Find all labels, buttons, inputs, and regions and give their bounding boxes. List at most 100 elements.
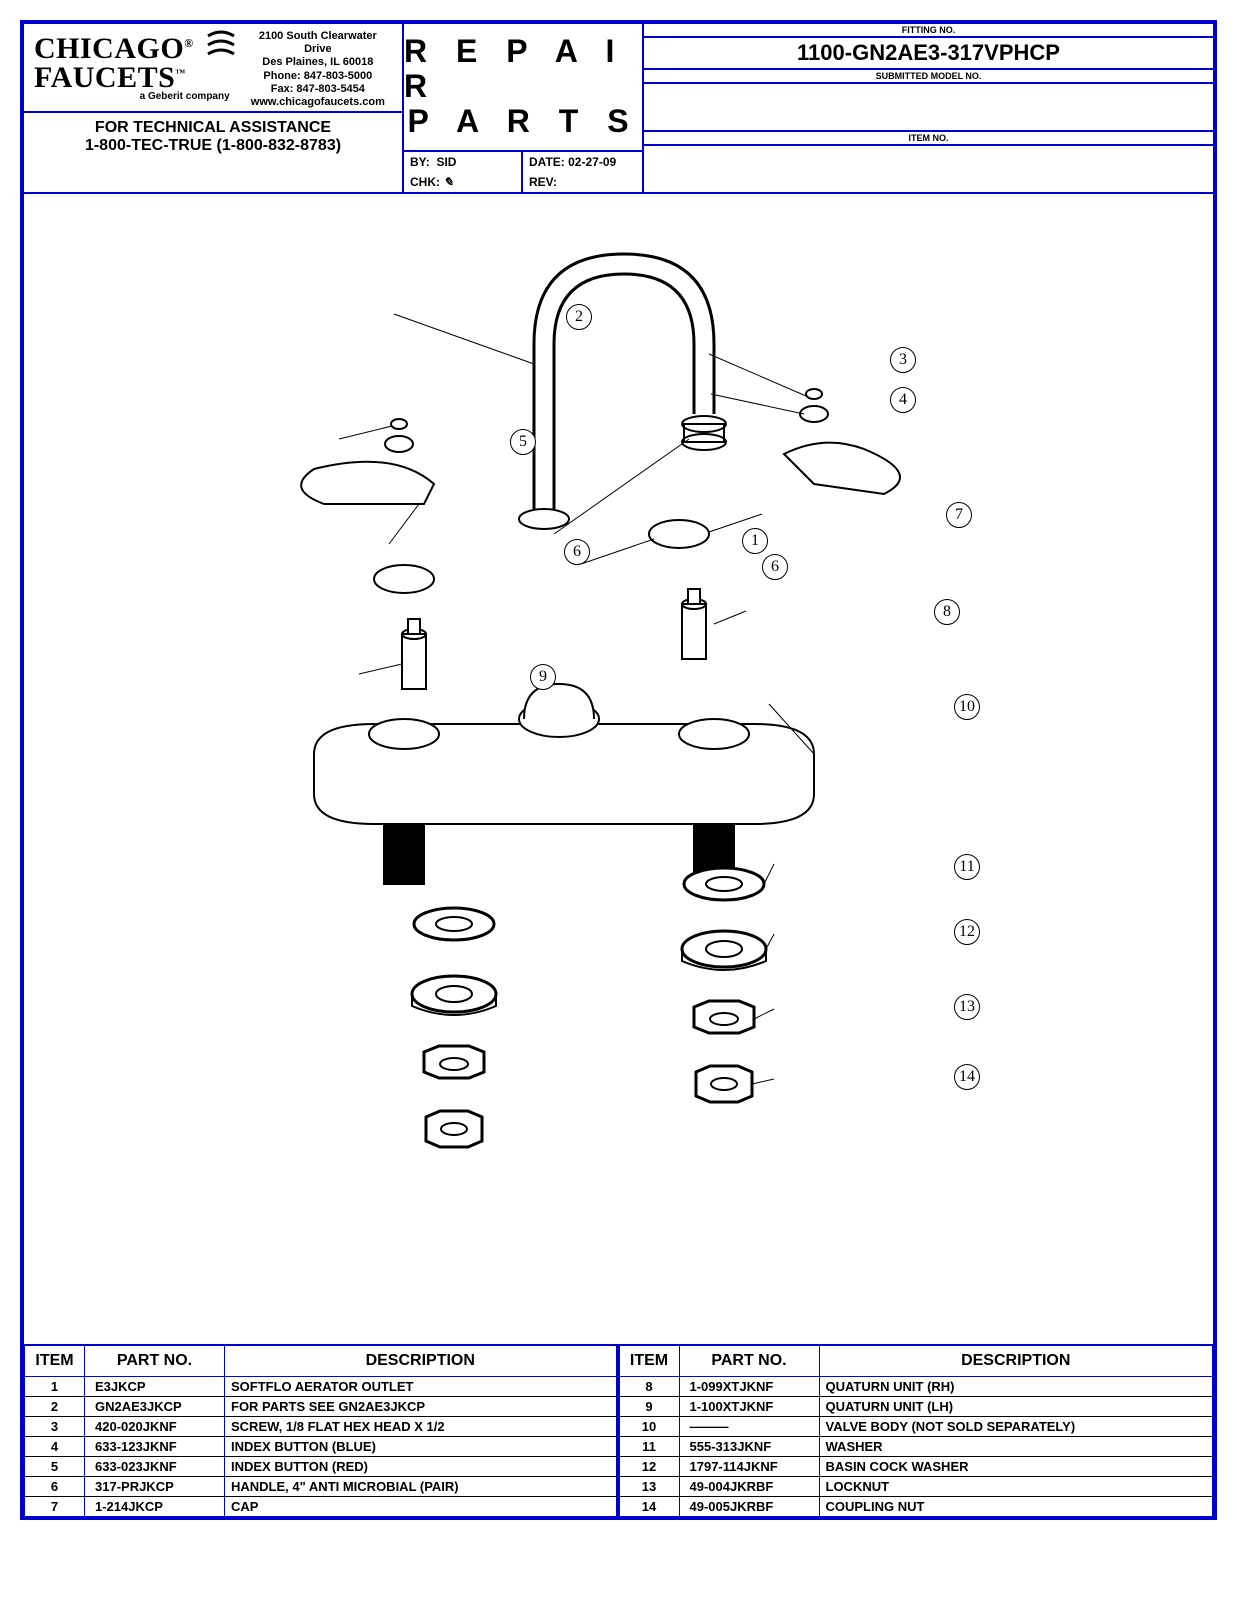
- cell-item: 11: [619, 1436, 679, 1456]
- cell-item: 13: [619, 1476, 679, 1496]
- cell-item: 8: [619, 1376, 679, 1396]
- table-row: 1E3JKCPSOFTFLO AERATOR OUTLET: [25, 1376, 617, 1396]
- cell-item: 5: [25, 1456, 85, 1476]
- address-l3: Phone: 847-803-5000: [244, 70, 392, 83]
- cell-partno: 1-099XTJKNF: [679, 1376, 819, 1396]
- header-right: FITTING NO. 1100-GN2AE3-317VPHCP SUBMITT…: [644, 24, 1213, 192]
- col-item: ITEM: [619, 1346, 679, 1377]
- fitting-no-label: FITTING NO.: [644, 24, 1213, 38]
- table-row: 1349-004JKRBFLOCKNUT: [619, 1476, 1213, 1496]
- callout-bubble-1: 1: [742, 528, 768, 554]
- cell-item: 3: [25, 1416, 85, 1436]
- document-title: R E P A I R P A R T S: [404, 24, 642, 152]
- cell-partno: 555-313JKNF: [679, 1436, 819, 1456]
- callout-bubble-8: 8: [934, 599, 960, 625]
- wave-icon: [206, 32, 236, 65]
- callout-number: 7: [946, 502, 972, 528]
- faucet-drawing: [224, 224, 984, 1324]
- faucet-svg: [224, 224, 984, 1324]
- table-row: 2GN2AE3JKCPFOR PARTS SEE GN2AE3JKCP: [25, 1396, 617, 1416]
- table-row: 1449-005JKRBFCOUPLING NUT: [619, 1496, 1213, 1516]
- callout-bubble-6: 6: [762, 554, 788, 580]
- cell-desc: INDEX BUTTON (BLUE): [225, 1436, 617, 1456]
- cell-partno: 317-PRJKCP: [85, 1476, 225, 1496]
- company-logo-text: CHICAGO® FAUCETS™ a Geberit company: [34, 30, 236, 102]
- technical-assistance: FOR TECHNICAL ASSISTANCE 1-800-TEC-TRUE …: [24, 113, 402, 161]
- parts-table-right: ITEM PART NO. DESCRIPTION 81-099XTJKNFQU…: [619, 1346, 1214, 1516]
- cell-item: 7: [25, 1496, 85, 1516]
- cell-item: 4: [25, 1436, 85, 1456]
- cell-item: 12: [619, 1456, 679, 1476]
- col-desc: DESCRIPTION: [819, 1346, 1213, 1377]
- cell-partno: 1-214JKCP: [85, 1496, 225, 1516]
- col-partno: PART NO.: [85, 1346, 225, 1377]
- callout-bubble-10: 10: [954, 694, 980, 720]
- assistance-line1: FOR TECHNICAL ASSISTANCE: [28, 119, 398, 137]
- cell-partno: E3JKCP: [85, 1376, 225, 1396]
- parts-right-table: ITEM PART NO. DESCRIPTION 81-099XTJKNFQU…: [619, 1346, 1214, 1516]
- callout-bubble-11: 11: [954, 854, 980, 880]
- cell-item: 6: [25, 1476, 85, 1496]
- col-partno: PART NO.: [679, 1346, 819, 1377]
- header: CHICAGO® FAUCETS™ a Geberit company 2100…: [24, 24, 1213, 194]
- callout-bubble-14: 14: [954, 1064, 980, 1090]
- table-row: 5633-023JKNFINDEX BUTTON (RED): [25, 1456, 617, 1476]
- table-row: 121797-114JKNFBASIN COCK WASHER: [619, 1456, 1213, 1476]
- item-no-label: ITEM NO.: [644, 132, 1213, 146]
- item-no-value: [644, 146, 1213, 192]
- meta-row-2: CHK: ✎ REV:: [404, 172, 642, 192]
- spec-sheet: CHICAGO® FAUCETS™ a Geberit company 2100…: [20, 20, 1217, 1520]
- cell-item: 1: [25, 1376, 85, 1396]
- cell-desc: VALVE BODY (NOT SOLD SEPARATELY): [819, 1416, 1213, 1436]
- callout-bubble-13: 13: [954, 994, 980, 1020]
- table-row: 11555-313JKNFWASHER: [619, 1436, 1213, 1456]
- cell-desc: QUATURN UNIT (RH): [819, 1376, 1213, 1396]
- col-desc: DESCRIPTION: [225, 1346, 617, 1377]
- logo-line2: FAUCETS: [34, 61, 175, 94]
- logo-block: CHICAGO® FAUCETS™ a Geberit company 2100…: [24, 24, 402, 113]
- cell-desc: QUATURN UNIT (LH): [819, 1396, 1213, 1416]
- callout-bubble-6: 6: [564, 539, 590, 565]
- callout-number: 3: [890, 347, 916, 373]
- callout-bubble-12: 12: [954, 919, 980, 945]
- title-line2: P A R T S: [407, 104, 638, 139]
- title-line1: R E P A I R: [404, 34, 642, 104]
- address-l5: www.chicagofaucets.com: [244, 96, 392, 109]
- callout-bubble-3: 3: [890, 347, 916, 373]
- address-l2: Des Plaines, IL 60018: [244, 56, 392, 69]
- callout-number: 6: [762, 554, 788, 580]
- company-address: 2100 South Clearwater Drive Des Plaines,…: [244, 30, 392, 109]
- table-row: 3420-020JKNFSCREW, 1/8 FLAT HEX HEAD X 1…: [25, 1416, 617, 1436]
- callout-number: 1: [742, 528, 768, 554]
- fitting-no-value: 1100-GN2AE3-317VPHCP: [644, 38, 1213, 70]
- callout-number: 14: [954, 1064, 980, 1090]
- callout-number: 9: [530, 664, 556, 690]
- col-item: ITEM: [25, 1346, 85, 1377]
- table-row: 91-100XTJKNFQUATURN UNIT (LH): [619, 1396, 1213, 1416]
- address-l1: 2100 South Clearwater Drive: [244, 30, 392, 56]
- cell-desc: COUPLING NUT: [819, 1496, 1213, 1516]
- cell-desc: INDEX BUTTON (RED): [225, 1456, 617, 1476]
- cell-partno: ———: [679, 1416, 819, 1436]
- callout-bubble-5: 5: [510, 429, 536, 455]
- callout-bubble-7: 7: [946, 502, 972, 528]
- cell-desc: WASHER: [819, 1436, 1213, 1456]
- table-row: 4633-123JKNFINDEX BUTTON (BLUE): [25, 1436, 617, 1456]
- callout-number: 10: [954, 694, 980, 720]
- cell-partno: 49-004JKRBF: [679, 1476, 819, 1496]
- cell-desc: SOFTFLO AERATOR OUTLET: [225, 1376, 617, 1396]
- cell-partno: 633-123JKNF: [85, 1436, 225, 1456]
- cell-desc: LOCKNUT: [819, 1476, 1213, 1496]
- date-cell: DATE: 02-27-09: [523, 152, 642, 172]
- parts-table-left: ITEM PART NO. DESCRIPTION 1E3JKCPSOFTFLO…: [24, 1346, 619, 1516]
- callout-bubble-2: 2: [566, 304, 592, 330]
- cell-partno: 1797-114JKNF: [679, 1456, 819, 1476]
- cell-item: 9: [619, 1396, 679, 1416]
- callout-number: 5: [510, 429, 536, 455]
- table-row: 71-214JKCPCAP: [25, 1496, 617, 1516]
- callout-number: 2: [566, 304, 592, 330]
- cell-item: 2: [25, 1396, 85, 1416]
- callout-number: 8: [934, 599, 960, 625]
- cell-desc: HANDLE, 4" ANTI MICROBIAL (PAIR): [225, 1476, 617, 1496]
- cell-desc: SCREW, 1/8 FLAT HEX HEAD X 1/2: [225, 1416, 617, 1436]
